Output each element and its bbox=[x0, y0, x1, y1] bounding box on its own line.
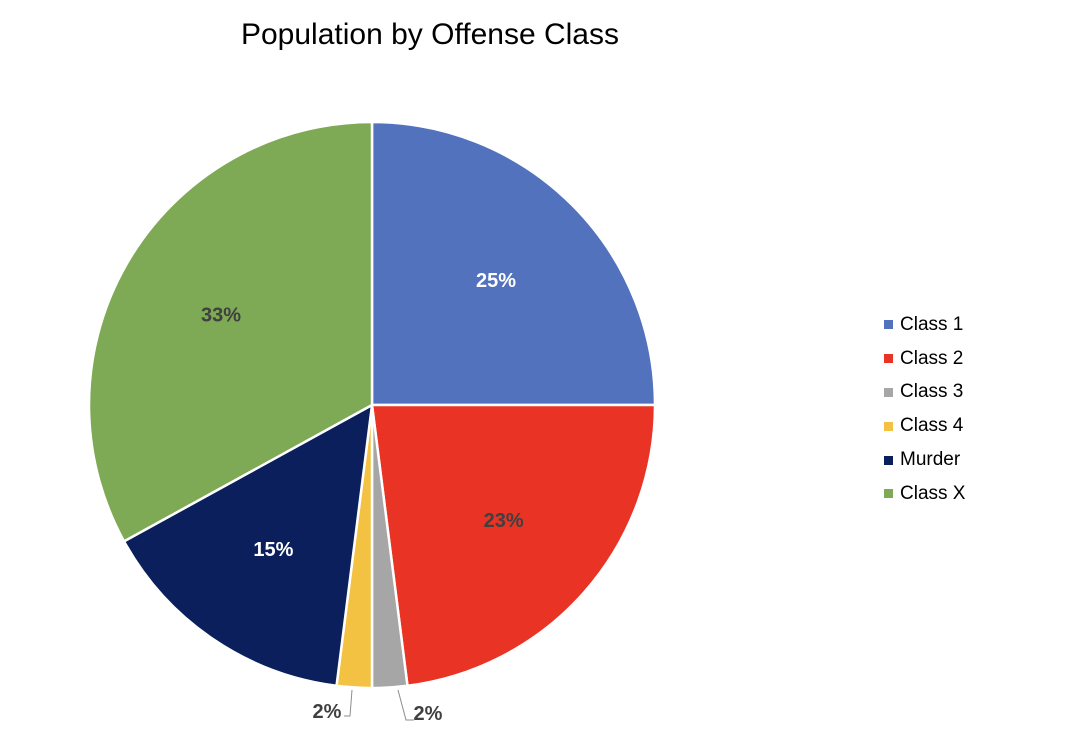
leader-line-class-3 bbox=[397, 689, 414, 721]
legend-item-class-2: Class 2 bbox=[884, 342, 965, 376]
pie-slice-class-x bbox=[87, 120, 374, 543]
legend-swatch bbox=[884, 455, 893, 465]
legend-item-class-4: Class 4 bbox=[884, 409, 965, 443]
legend: Class 1 Class 2 Class 3 Class 4 Murder Class … bbox=[884, 308, 965, 511]
legend-swatch bbox=[884, 387, 893, 397]
chart-title: Population by Offense Class bbox=[240, 18, 619, 51]
legend-item-class-x: Class X bbox=[884, 477, 965, 511]
legend-item-class-3: Class 3 bbox=[884, 376, 965, 410]
slice-label-class-x: 33% bbox=[201, 305, 241, 327]
legend-label: Murder bbox=[900, 449, 961, 471]
slice-label-murder: 15% bbox=[253, 539, 293, 561]
legend-label: Class 2 bbox=[900, 347, 964, 369]
slice-label-class-1: 25% bbox=[476, 270, 516, 292]
slice-label-class-2: 23% bbox=[484, 510, 524, 532]
legend-item-class-1: Class 1 bbox=[884, 308, 965, 342]
legend-label: Class X bbox=[900, 482, 966, 504]
slice-label-class-3: 2% bbox=[414, 703, 443, 725]
legend-label: Class 1 bbox=[900, 313, 964, 335]
pie-slices bbox=[87, 120, 657, 690]
leader-line-class-4 bbox=[344, 689, 353, 717]
slice-labels: 25% 23% 2% 2% 15% 33% bbox=[201, 270, 524, 725]
slice-label-class-4: 2% bbox=[313, 701, 342, 723]
pie-slice-class-2 bbox=[370, 403, 657, 688]
legend-swatch bbox=[884, 354, 893, 364]
leader-lines bbox=[344, 689, 414, 721]
legend-swatch bbox=[884, 489, 893, 499]
pie-slice-murder bbox=[122, 403, 374, 688]
legend-label: Class 4 bbox=[900, 415, 964, 437]
legend-item-murder: Murder bbox=[884, 443, 965, 477]
legend-swatch bbox=[884, 320, 893, 330]
legend-label: Class 3 bbox=[900, 381, 964, 403]
legend-swatch bbox=[884, 421, 893, 431]
pie-slice-class-1 bbox=[370, 120, 657, 407]
